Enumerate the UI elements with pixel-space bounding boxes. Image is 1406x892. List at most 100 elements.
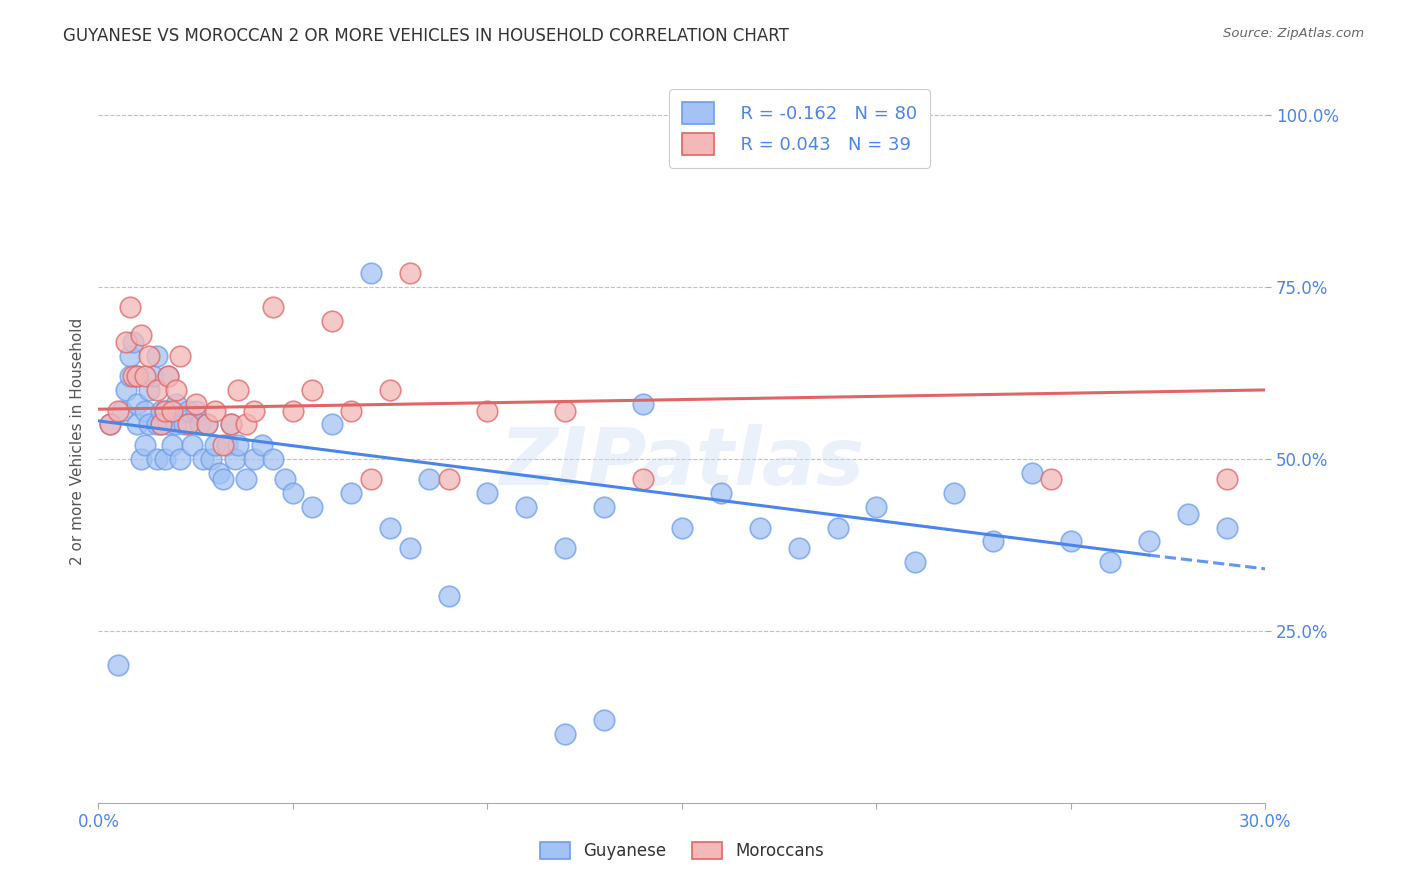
Point [157,369,180,384]
Point [243,403,266,417]
Point [477,403,499,417]
Point [138,383,160,397]
Point [188,417,211,432]
Point [235,417,257,432]
Point [710,486,733,500]
Point [153,403,176,417]
Point [138,417,160,432]
Point [243,451,266,466]
Point [380,383,402,397]
Point [129,451,152,466]
Y-axis label: 2 or more Vehicles in Household: 2 or more Vehicles in Household [69,318,84,566]
Point [162,403,184,417]
Point [215,438,238,452]
Point [118,369,141,384]
Point [321,314,343,328]
Point [631,472,654,486]
Point [149,417,172,432]
Point [157,417,180,432]
Point [593,713,616,727]
Point [118,301,141,315]
Point [671,520,693,534]
Point [865,500,887,514]
Point [180,438,202,452]
Point [631,397,654,411]
Point [146,349,169,363]
Point [1137,534,1160,549]
Point [169,451,191,466]
Point [129,327,152,342]
Point [437,472,460,486]
Point [1021,466,1043,480]
Point [111,403,134,417]
Point [98,417,121,432]
Point [122,369,145,384]
Point [360,266,382,280]
Point [165,383,187,397]
Point [340,403,363,417]
Point [146,383,169,397]
Point [219,417,242,432]
Point [224,451,246,466]
Point [165,397,187,411]
Point [219,417,242,432]
Point [360,472,382,486]
Point [212,472,235,486]
Point [107,658,129,673]
Point [212,438,235,452]
Point [301,383,323,397]
Point [98,417,121,432]
Point [177,403,200,417]
Point [114,334,136,349]
Point [398,541,420,556]
Point [1060,534,1083,549]
Point [146,451,169,466]
Point [262,301,284,315]
Point [1098,555,1121,569]
Point [204,403,226,417]
Point [195,417,218,432]
Point [138,349,160,363]
Point [235,472,257,486]
Point [321,417,343,432]
Point [127,417,149,432]
Point [1040,472,1063,486]
Point [173,417,195,432]
Point [195,417,218,432]
Point [127,369,149,384]
Point [228,383,250,397]
Point [1215,520,1237,534]
Point [134,369,156,384]
Point [250,438,273,452]
Point [281,403,304,417]
Point [134,438,156,452]
Point [142,369,165,384]
Point [127,397,149,411]
Point [981,534,1004,549]
Point [301,500,323,514]
Point [281,486,304,500]
Point [157,369,180,384]
Point [228,438,250,452]
Point [943,486,966,500]
Point [748,520,770,534]
Point [274,472,297,486]
Point [554,403,576,417]
Point [477,486,499,500]
Point [149,403,172,417]
Point [593,500,616,514]
Point [200,451,222,466]
Point [380,520,402,534]
Point [1177,507,1199,521]
Point [418,472,440,486]
Point [398,266,420,280]
Point [827,520,849,534]
Point [184,403,207,417]
Point [134,403,156,417]
Point [162,438,184,452]
Point [184,397,207,411]
Point [437,590,460,604]
Point [515,500,537,514]
Point [1215,472,1237,486]
Point [554,727,576,741]
